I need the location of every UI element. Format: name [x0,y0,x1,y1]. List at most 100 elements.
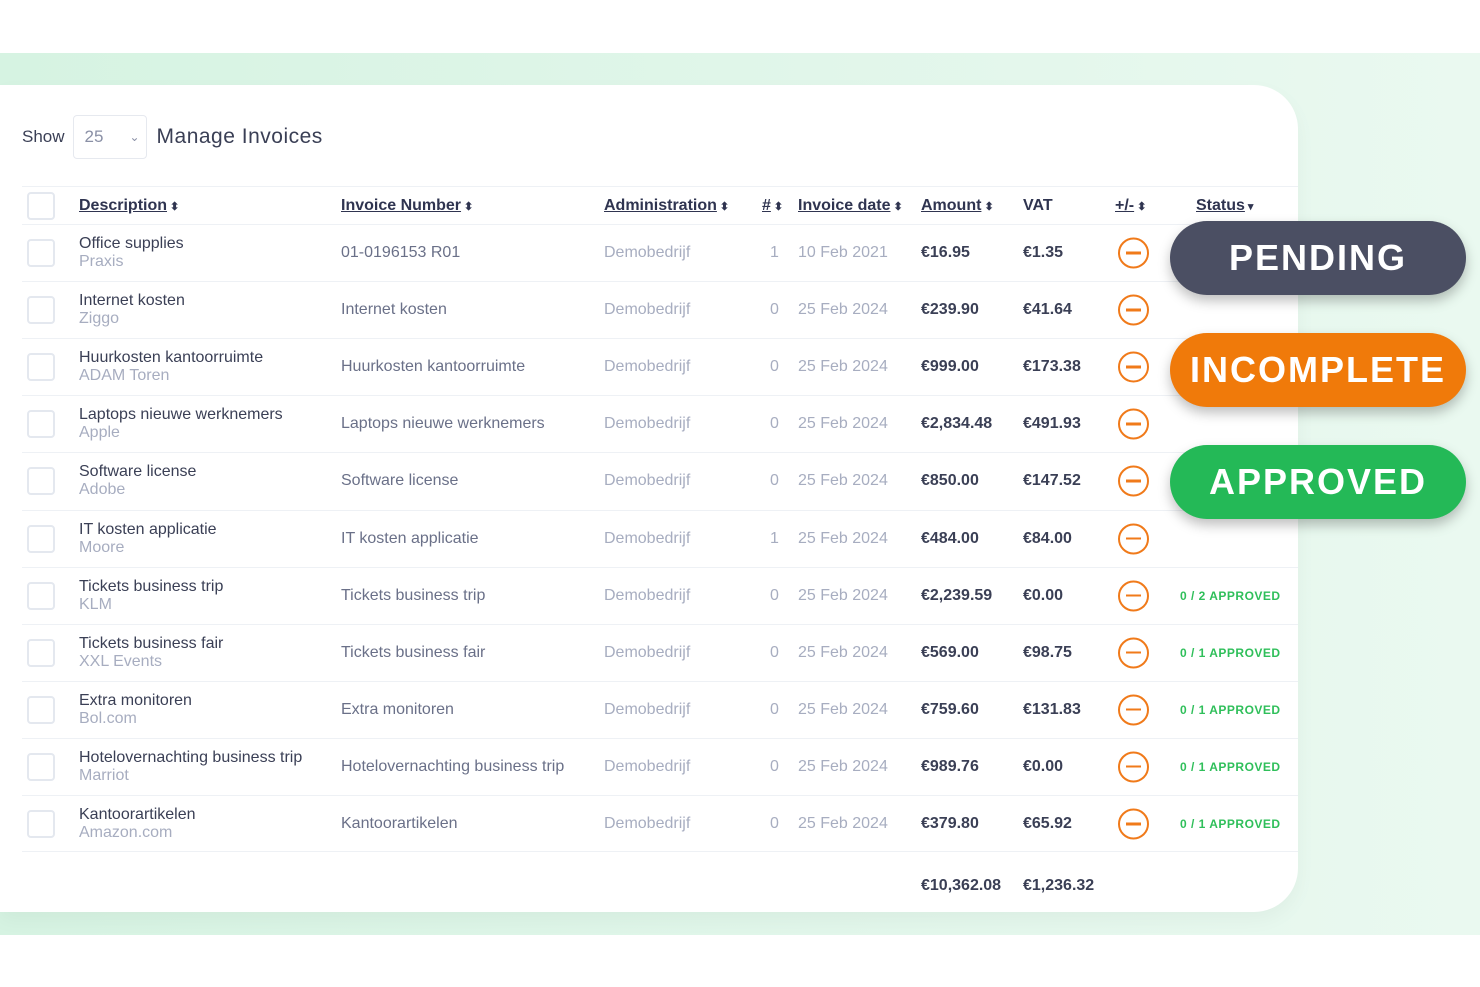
status-badge: 0 / 1 APPROVED [1180,702,1281,717]
minus-circle-icon[interactable] [1118,408,1149,440]
amount-cell: €2,834.48 [921,415,993,433]
amount-cell: €2,239.59 [921,586,993,604]
inv-cell: Kantoorartikelen [341,815,458,832]
date-cell: 25 Feb 2024 [798,586,888,604]
vendor: Apple [79,424,120,442]
description-cell: Tickets business trip KLM [79,578,223,614]
admin-cell: Demobedrijf [604,244,691,261]
vendor: Bol.com [79,709,137,727]
total-amount: €10,362.08 [921,876,1002,894]
sort-icon: ⬍ [984,200,994,213]
column-label: Administration [604,196,717,214]
inv-cell: Extra monitoren [341,700,454,718]
minus-circle-icon[interactable] [1118,237,1149,269]
row-checkbox[interactable] [27,695,55,724]
table-row[interactable]: Hotelovernachting business trip Marriot Ho… [22,737,1298,795]
row-checkbox[interactable] [27,752,55,781]
minus-circle-icon[interactable] [1118,808,1149,840]
page-size-value: 25 [84,127,104,146]
column-header[interactable]: Description ⬍ [79,197,179,215]
description-cell: Laptops nieuwe werknemers Apple [79,406,283,442]
row-checkbox[interactable] [27,239,55,267]
description-cell: Tickets business fair XXL Events [79,635,223,671]
description: Hotelovernachting business trip [79,748,303,766]
admin-cell: Demobedrijf [604,643,691,661]
vendor: XXL Events [79,652,163,670]
sort-icon: ⬍ [1137,200,1147,213]
row-checkbox[interactable] [27,353,55,382]
table-row[interactable]: Software license Adobe Software license Dem… [22,452,1298,509]
sort-icon: ⬍ [719,200,730,213]
admin-cell: Demobedrijf [604,415,691,433]
date-cell: 25 Feb 2024 [798,643,888,661]
minus-circle-icon[interactable] [1118,751,1149,783]
amount-cell: €379.80 [921,815,979,832]
table-row[interactable]: Tickets business fair XXL Events Tickets b… [22,623,1298,681]
totals-row: €10,362.08 €1,236.32 [22,851,1298,919]
date-cell: 25 Feb 2024 [798,815,888,832]
column-header[interactable]: Invoice date ⬍ [798,197,903,215]
column-header: VAT [1023,197,1053,215]
status-badge: 0 / 1 APPROVED [1180,759,1281,774]
table-row[interactable]: Office supplies Praxis 01-0196153 R01 Demob… [22,224,1298,281]
table-row[interactable]: IT kosten applicatie Moore IT kosten appli… [22,509,1298,567]
vat-cell: €131.83 [1023,700,1081,718]
vat-cell: €41.64 [1023,301,1072,319]
row-checkbox[interactable] [27,638,55,667]
vat-cell: €84.00 [1023,529,1072,547]
minus-circle-icon[interactable] [1118,523,1149,554]
n-cell: 1 [770,529,779,547]
minus-circle-icon[interactable] [1118,694,1149,726]
status-badge: 0 / 1 APPROVED [1180,817,1281,831]
minus-circle-icon[interactable] [1118,580,1149,612]
table-row[interactable]: Laptops nieuwe werknemers Apple Laptops ni… [22,395,1298,452]
description: Extra monitoren [79,691,192,709]
column-label: Status [1196,196,1245,214]
amount-cell: €759.60 [921,700,979,718]
amount-cell: €16.95 [921,244,970,261]
column-header[interactable]: Invoice Number ⬍ [341,197,473,215]
row-checkbox[interactable] [27,467,55,496]
vendor: Marriot [79,766,129,784]
vendor: Ziggo [79,310,120,328]
page-size-select[interactable]: 25 ⌄ [72,115,147,159]
column-header[interactable]: Amount ⬍ [921,197,994,215]
admin-cell: Demobedrijf [604,301,691,319]
table-row[interactable]: Extra monitoren Bol.com Extra monitoren Dem… [22,680,1298,738]
table-row[interactable]: Huurkosten kantoorruimte ADAM Toren Huurko… [22,338,1298,395]
table-row[interactable]: Tickets business trip KLM Tickets business… [22,566,1298,624]
inv-cell: Software license [341,472,459,490]
minus-circle-icon[interactable] [1118,465,1149,497]
description-cell: Office supplies Praxis [79,235,184,271]
sort-icon: ⬍ [170,200,180,213]
vendor: Praxis [79,253,124,270]
table-row[interactable]: Internet kosten Ziggo Internet kosten Demob… [22,281,1298,338]
n-cell: 0 [770,586,779,604]
minus-circle-icon[interactable] [1118,637,1149,669]
sort-down-icon: ▾ [1247,200,1254,213]
minus-circle-icon[interactable] [1118,351,1149,383]
n-cell: 0 [770,358,779,376]
column-header[interactable]: # ⬍ [762,197,783,215]
column-header[interactable]: Administration ⬍ [604,197,729,215]
description: IT kosten applicatie [79,520,217,538]
row-checkbox[interactable] [27,810,55,838]
description-cell: Software license Adobe [79,463,196,499]
sort-icon: ⬍ [773,200,784,213]
table-row[interactable]: Kantoorartikelen Amazon.com Kantoorartikel… [22,795,1298,852]
row-checkbox[interactable] [27,581,55,610]
row-checkbox[interactable] [27,410,55,439]
amount-cell: €484.00 [921,529,979,547]
n-cell: 0 [770,643,779,661]
vendor: Moore [79,538,125,556]
vat-cell: €491.93 [1023,415,1081,433]
select-all-checkbox[interactable] [27,191,55,220]
vat-cell: €98.75 [1023,643,1072,661]
column-header[interactable]: Status ▾ [1196,197,1253,215]
row-checkbox[interactable] [27,524,55,553]
minus-circle-icon[interactable] [1118,294,1149,326]
row-checkbox[interactable] [27,296,55,325]
date-cell: 25 Feb 2024 [798,757,888,775]
column-header[interactable]: +/- ⬍ [1115,197,1146,215]
amount-cell: €850.00 [921,472,979,490]
